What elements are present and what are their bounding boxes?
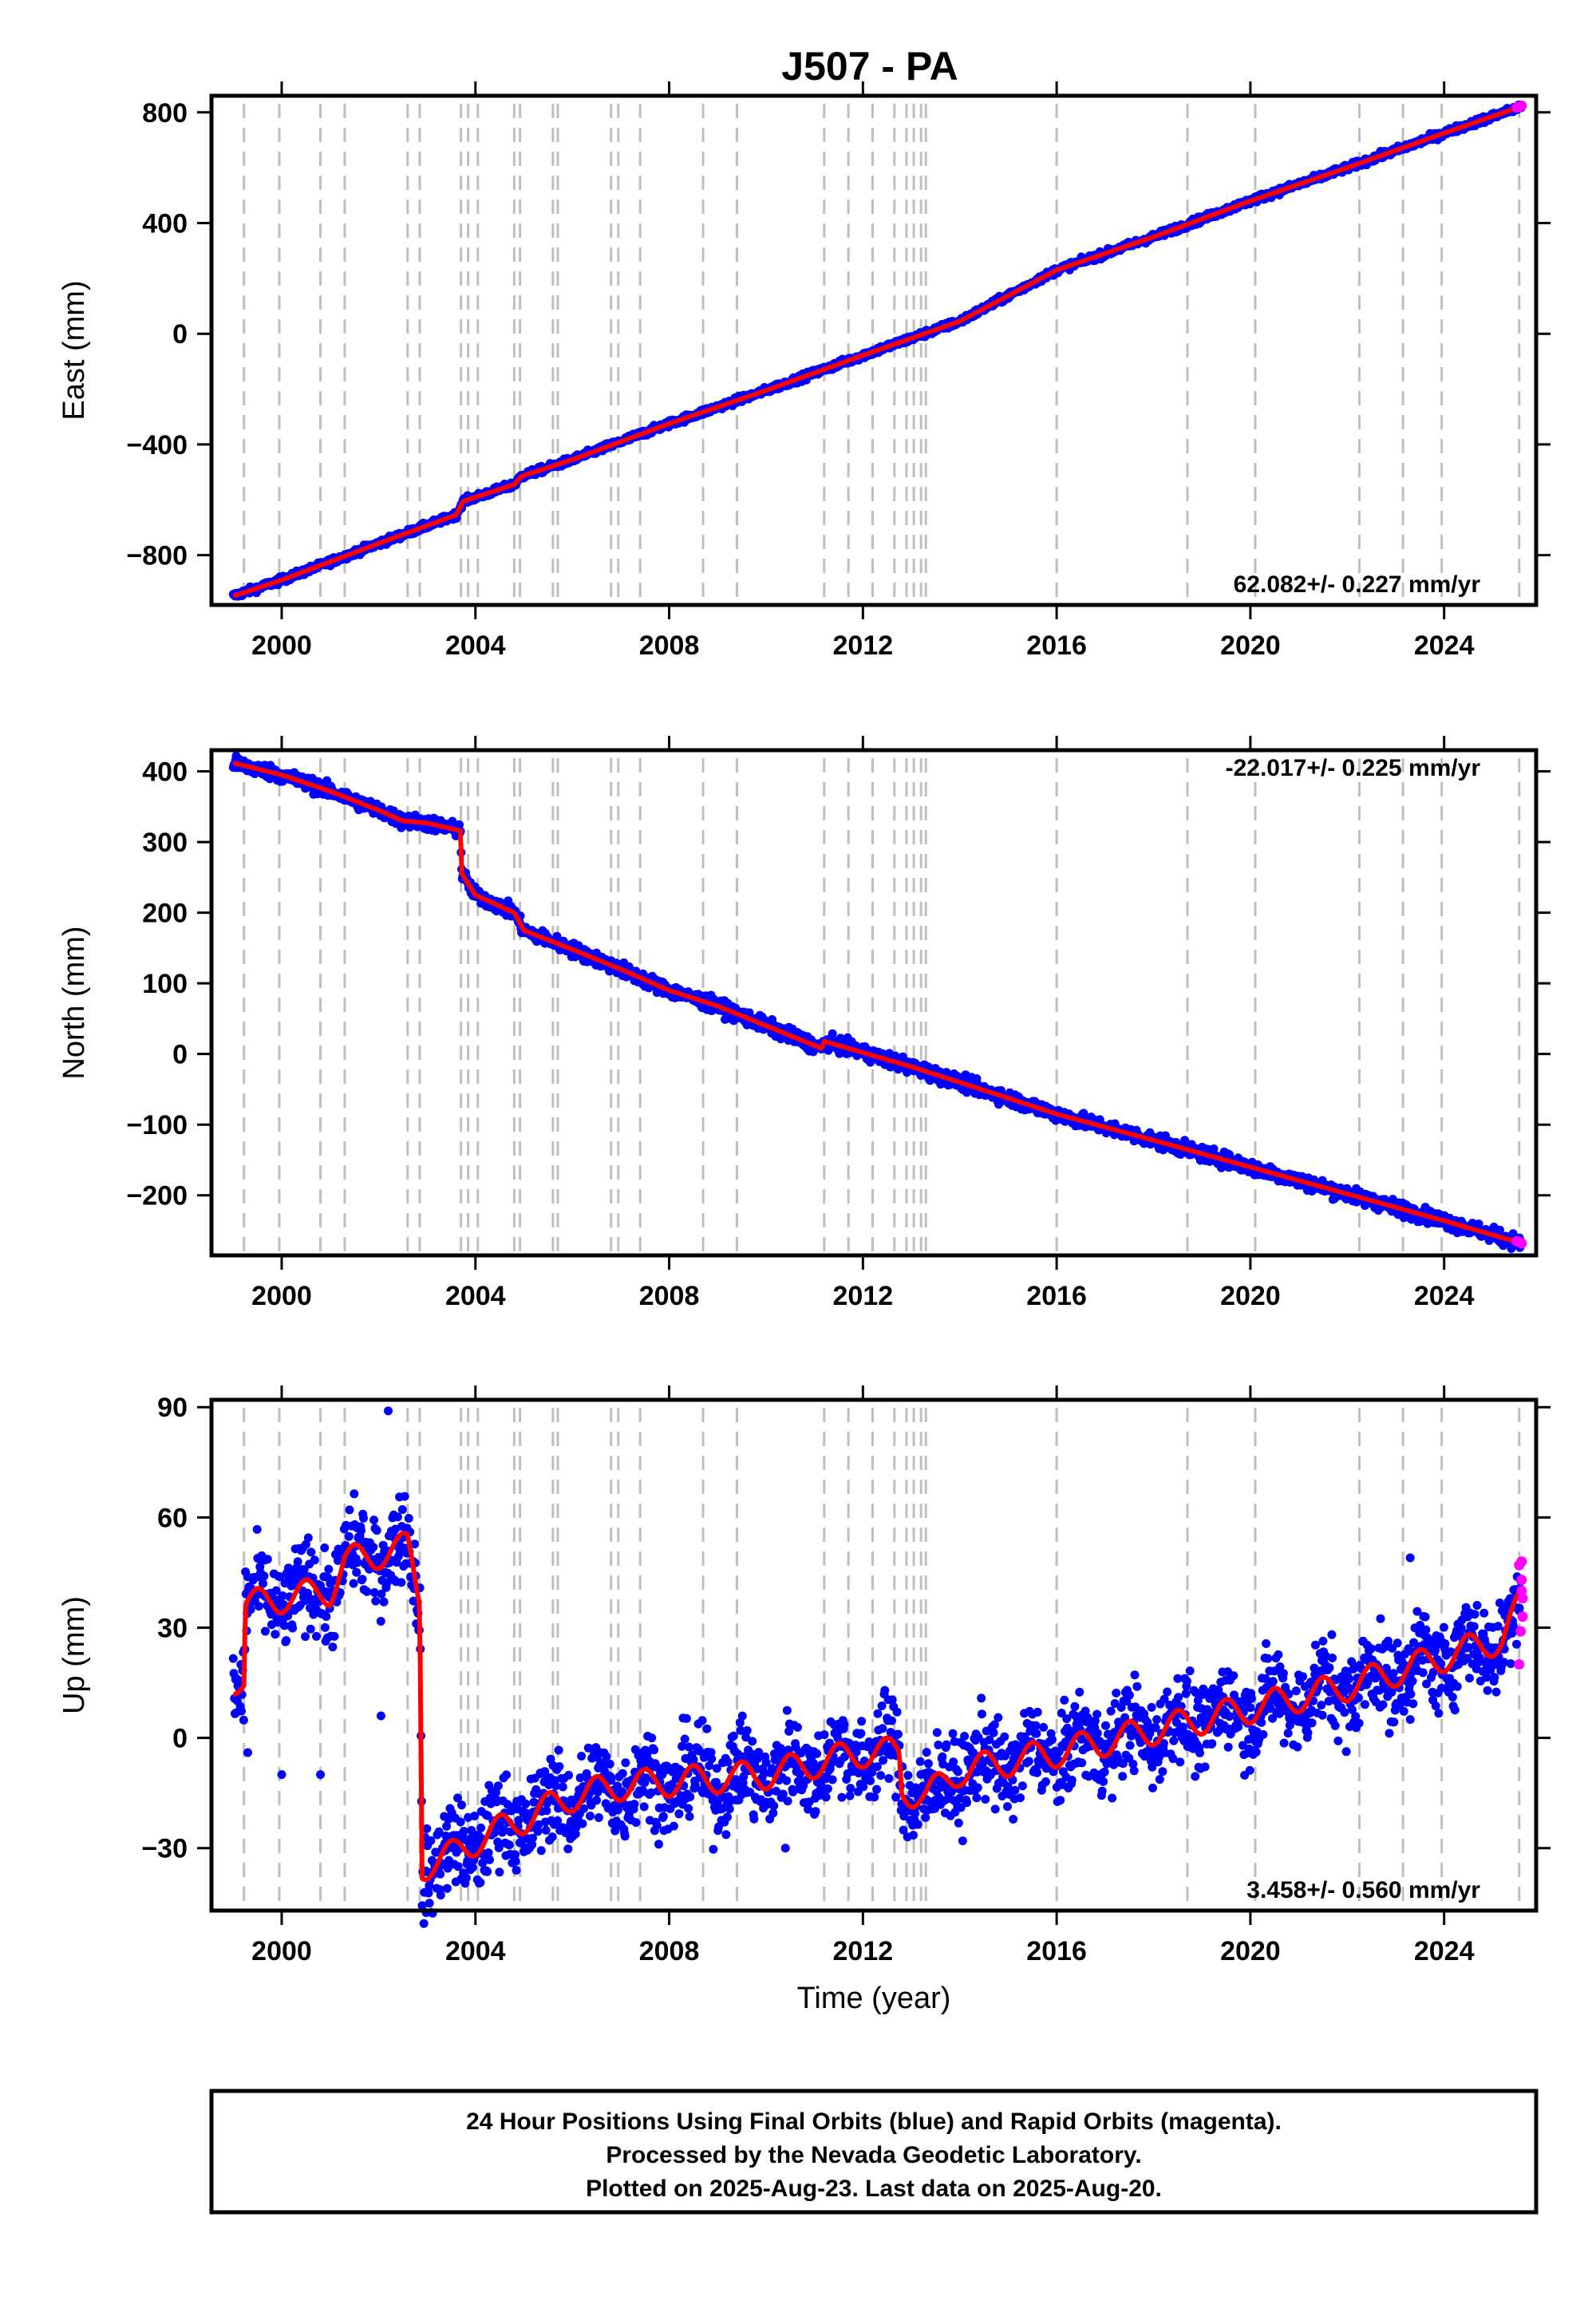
- figure-title: J507 - PA: [781, 44, 958, 89]
- x-tick-label: 2012: [833, 1281, 894, 1311]
- data-point: [359, 1513, 368, 1523]
- data-point: [330, 1631, 339, 1641]
- event-lines: [243, 104, 1521, 602]
- data-point: [306, 1624, 315, 1634]
- data-point: [419, 1919, 429, 1928]
- data-point: [358, 1575, 367, 1584]
- data-point: [252, 1524, 262, 1534]
- x-tick-label: 2004: [445, 1281, 506, 1311]
- y-tick-label: −400: [126, 430, 188, 460]
- y-tick-label: 400: [142, 209, 188, 239]
- data-point: [293, 1557, 302, 1567]
- data-point: [345, 1505, 354, 1515]
- data-point: [369, 1516, 379, 1525]
- rapid-point: [1516, 100, 1527, 111]
- data-point: [397, 1578, 406, 1587]
- data-point: [379, 1597, 389, 1607]
- data-point: [353, 1558, 362, 1567]
- data-point: [376, 1617, 385, 1626]
- y-tick-label: −100: [126, 1110, 188, 1140]
- model-curve: [231, 760, 1523, 1246]
- x-tick-label: 2012: [833, 630, 894, 661]
- y-axis-ticks: 400 300 200 100 0 −100 −200: [126, 757, 1551, 1211]
- data-point: [352, 1567, 361, 1577]
- x-tick-label: 2000: [251, 1281, 312, 1311]
- data-point: [263, 1555, 272, 1564]
- data-point: [393, 1512, 402, 1522]
- data-point: [271, 1630, 280, 1639]
- y-tick-label: 800: [142, 98, 188, 128]
- data-point: [288, 1623, 298, 1633]
- data-point: [362, 1587, 372, 1596]
- data-point: [404, 1514, 413, 1523]
- y-tick-label: 300: [142, 828, 188, 858]
- data-point: [349, 1579, 358, 1588]
- data-point: [372, 1526, 381, 1535]
- model-line: [231, 760, 1523, 1246]
- data-point: [259, 1571, 269, 1581]
- rate-label: -22.017+/- 0.225 mm/yr: [1226, 755, 1481, 781]
- data-point: [254, 1602, 263, 1611]
- data-point: [260, 1626, 270, 1636]
- data-point: [320, 1543, 330, 1552]
- data-point: [306, 1547, 316, 1557]
- x-tick-label: 2008: [639, 630, 700, 661]
- data-point: [350, 1489, 359, 1499]
- data-point: [424, 1888, 433, 1898]
- y-tick-label: 400: [142, 757, 188, 788]
- data-point: [357, 1526, 365, 1535]
- data-point: [400, 1492, 409, 1501]
- rate-label: 62.082+/- 0.227 mm/yr: [1234, 571, 1481, 598]
- data-point: [303, 1533, 313, 1543]
- y-tick-label: 0: [172, 1040, 188, 1070]
- data-point: [312, 1631, 321, 1641]
- data-point: [228, 1654, 238, 1663]
- data-point: [237, 1706, 246, 1716]
- x-tick-label: 2024: [1414, 630, 1475, 661]
- data-point: [301, 1632, 310, 1642]
- x-tick-label: 2000: [251, 630, 312, 661]
- data-point: [310, 1555, 319, 1565]
- data-point: [397, 1505, 407, 1514]
- data-point: [426, 1836, 436, 1845]
- y-axis-label: East (mm): [57, 280, 91, 420]
- y-axis-label: North (mm): [57, 926, 91, 1079]
- y-tick-label: 0: [172, 319, 188, 350]
- data-point: [371, 1596, 381, 1606]
- y-tick-label: 100: [142, 969, 188, 999]
- data-point: [322, 1612, 331, 1621]
- x-tick-label: 2008: [639, 1281, 700, 1311]
- data-point: [328, 1642, 338, 1652]
- data-point: [324, 1564, 334, 1574]
- data-point: [320, 1622, 330, 1632]
- x-tick-label: 2016: [1026, 1281, 1087, 1311]
- data-point: [344, 1531, 354, 1541]
- x-tick-label: 2024: [1414, 1281, 1475, 1311]
- data-point: [239, 1715, 248, 1725]
- x-tick-label: 2016: [1026, 630, 1087, 661]
- x-tick-label: 2020: [1220, 1281, 1281, 1311]
- x-tick-label: 2004: [445, 630, 506, 661]
- data-point: [282, 1636, 291, 1646]
- panel-east: 800 400 0 −400 −800 2000 2004 2008 2012 2016 2020…: [57, 81, 1551, 661]
- y-tick-label: −200: [126, 1181, 188, 1211]
- x-tick-label: 2020: [1220, 630, 1281, 661]
- rapid-points: [1511, 100, 1527, 113]
- rapid-point: [1516, 1238, 1527, 1249]
- panel-north: 400 300 200 100 0 −100 −200 2000 2004 2008 2012 20…: [57, 736, 1551, 1311]
- y-tick-label: 200: [142, 899, 188, 929]
- data-point: [369, 1543, 378, 1552]
- y-tick-label: −800: [126, 541, 188, 571]
- data-points: [228, 751, 1526, 1253]
